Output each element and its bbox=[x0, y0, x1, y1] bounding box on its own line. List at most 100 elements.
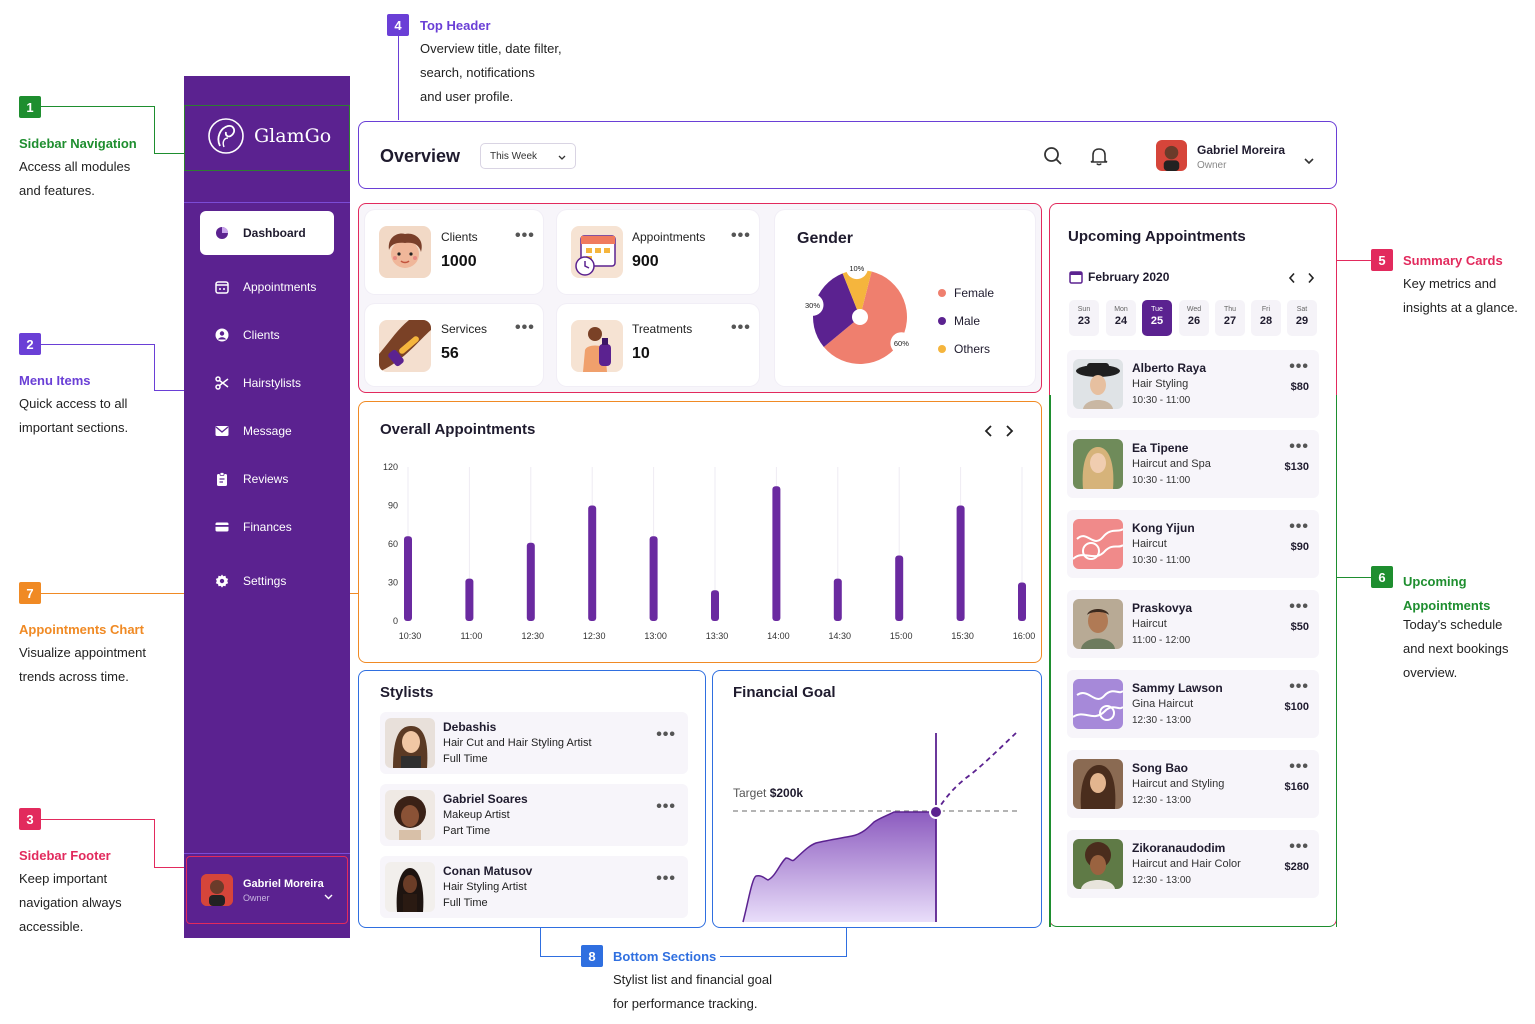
chevron-down-icon[interactable] bbox=[1304, 152, 1314, 170]
appointments-bar-chart: 120 90 60 30 010:30 11:00 12:30 12:30 13:00 13:30… bbox=[383, 462, 1035, 641]
calendar-day[interactable]: Sun 23 bbox=[1069, 300, 1099, 336]
stat-card-clients[interactable]: Clients 1000 ••• bbox=[365, 210, 543, 294]
sidebar-item-label: Appointments bbox=[243, 280, 317, 294]
more-options-icon[interactable]: ••• bbox=[731, 319, 751, 336]
bell-icon[interactable] bbox=[1090, 146, 1108, 171]
annotation-number-8: 8 bbox=[581, 945, 603, 967]
calendar-day[interactable]: Mon 24 bbox=[1106, 300, 1136, 336]
annotation-text: Key metrics and insights at a glance. bbox=[1403, 276, 1518, 315]
pie-label-bubble bbox=[801, 293, 824, 316]
sidebar-item-message[interactable]: Message bbox=[200, 409, 334, 453]
more-options-icon[interactable]: ••• bbox=[1289, 598, 1309, 615]
x-tick-label: 14:30 bbox=[829, 631, 852, 641]
sidebar-footer-profile[interactable]: Gabriel Moreira Owner bbox=[186, 856, 348, 924]
service-name: Hair Styling bbox=[1132, 378, 1189, 390]
appointment-card[interactable]: Sammy Lawson Gina Haircut 12:30 - 13:00 … bbox=[1067, 670, 1319, 738]
financial-goal-chart bbox=[733, 732, 1018, 923]
stat-card-services[interactable]: Services 56 ••• bbox=[365, 304, 543, 386]
sidebar-item-finances[interactable]: Finances bbox=[200, 505, 334, 549]
stat-card-appointments[interactable]: Appointments 900 ••• bbox=[557, 210, 759, 294]
bar bbox=[895, 555, 904, 621]
chevron-left-icon[interactable] bbox=[1288, 271, 1297, 289]
search-icon[interactable] bbox=[1043, 146, 1063, 171]
appointment-card[interactable]: Song Bao Haircut and Styling 12:30 - 13:… bbox=[1067, 750, 1319, 818]
footer-user-role: Owner bbox=[243, 892, 270, 903]
sidebar-item-label: Reviews bbox=[243, 472, 289, 486]
avatar[interactable] bbox=[1156, 140, 1187, 171]
date-filter-select[interactable]: This Week bbox=[480, 143, 576, 169]
pie-slice-label: 60% bbox=[894, 339, 909, 348]
appointments-illustration bbox=[571, 226, 623, 278]
calendar-icon bbox=[1069, 270, 1083, 289]
more-options-icon[interactable]: ••• bbox=[1289, 358, 1309, 375]
more-options-icon[interactable]: ••• bbox=[1289, 518, 1309, 535]
more-options-icon[interactable]: ••• bbox=[1289, 438, 1309, 455]
appointment-card[interactable]: Praskovya Haircut 11:00 - 12:00 ••• $50 bbox=[1067, 590, 1319, 658]
appointment-card[interactable]: Zikoranaudodim Haircut and Hair Color 12… bbox=[1067, 830, 1319, 898]
nav-highlight bbox=[184, 202, 350, 854]
service-name: Haircut and Spa bbox=[1132, 458, 1211, 470]
appointment-card[interactable]: Kong Yijun Haircut 10:30 - 11:00 ••• $90 bbox=[1067, 510, 1319, 578]
calendar-day[interactable]: Wed 26 bbox=[1179, 300, 1209, 336]
annotation-text: Quick access to all important sections. bbox=[19, 396, 129, 435]
upcoming-title: Upcoming Appointments bbox=[1068, 228, 1246, 245]
stylist-card[interactable]: Gabriel Soares Makeup Artist Part Time •… bbox=[380, 784, 688, 846]
stylist-card[interactable]: Conan Matusov Hair Styling Artist Full T… bbox=[380, 856, 688, 918]
x-tick-label: 10:30 bbox=[399, 631, 422, 641]
stylist-employment: Full Time bbox=[443, 753, 488, 765]
calendar-day[interactable]: Fri 28 bbox=[1251, 300, 1281, 336]
stat-value: 900 bbox=[632, 253, 659, 270]
annotation-number-6: 6 bbox=[1371, 566, 1393, 588]
calendar-day-selected[interactable]: Tue 25 bbox=[1142, 300, 1172, 336]
appointment-card[interactable]: Alberto Raya Hair Styling 10:30 - 11:00 … bbox=[1067, 350, 1319, 418]
sidebar-item-reviews[interactable]: Reviews bbox=[200, 457, 334, 501]
client-name: Sammy Lawson bbox=[1132, 681, 1223, 695]
sidebar-item-clients[interactable]: Clients bbox=[200, 313, 334, 357]
sidebar-item-hairstylists[interactable]: Hairstylists bbox=[200, 361, 334, 405]
annotation-text: Visualize appointment trends across time. bbox=[19, 645, 146, 684]
more-options-icon[interactable]: ••• bbox=[515, 227, 535, 244]
client-name: Zikoranaudodim bbox=[1132, 841, 1226, 855]
sidebar-item-label: Finances bbox=[243, 520, 292, 534]
avatar bbox=[201, 874, 233, 906]
service-name: Gina Haircut bbox=[1132, 698, 1194, 710]
more-options-icon[interactable]: ••• bbox=[731, 227, 751, 244]
annotation-title: Summary Cards bbox=[1403, 253, 1503, 268]
legend-item-male: Male bbox=[938, 307, 994, 335]
sidebar-item-settings[interactable]: Settings bbox=[200, 559, 334, 603]
bar bbox=[711, 590, 719, 621]
stat-card-treatments[interactable]: Treatments 10 ••• bbox=[557, 304, 759, 386]
client-photo bbox=[1073, 679, 1123, 729]
chevron-left-icon[interactable] bbox=[984, 424, 994, 443]
stylist-name: Conan Matusov bbox=[443, 864, 533, 878]
calendar-day[interactable]: Thu 27 bbox=[1215, 300, 1245, 336]
brand-mark-icon bbox=[208, 118, 244, 154]
sidebar-item-dashboard[interactable]: Dashboard bbox=[200, 211, 334, 255]
appointment-time: 11:00 - 12:00 bbox=[1132, 635, 1191, 646]
more-options-icon[interactable]: ••• bbox=[656, 870, 676, 887]
more-options-icon[interactable]: ••• bbox=[656, 726, 676, 743]
chevron-down-icon[interactable] bbox=[324, 887, 333, 905]
more-options-icon[interactable]: ••• bbox=[1289, 838, 1309, 855]
more-options-icon[interactable]: ••• bbox=[1289, 758, 1309, 775]
x-tick-label: 15:30 bbox=[951, 631, 974, 641]
x-tick-label: 12:30 bbox=[583, 631, 606, 641]
header-user-name[interactable]: Gabriel Moreira bbox=[1197, 143, 1286, 157]
chart-title: Overall Appointments bbox=[380, 421, 536, 438]
brand-logo[interactable]: GlamGo bbox=[206, 116, 331, 156]
more-options-icon[interactable]: ••• bbox=[1289, 678, 1309, 695]
annotation-title: Sidebar Footer bbox=[19, 848, 111, 863]
stylist-card[interactable]: Debashis Hair Cut and Hair Styling Artis… bbox=[380, 712, 688, 774]
chevron-right-icon[interactable] bbox=[1306, 271, 1315, 289]
financial-line bbox=[742, 811, 936, 923]
more-options-icon[interactable]: ••• bbox=[515, 319, 535, 336]
appointment-card[interactable]: Ea Tipene Haircut and Spa 10:30 - 11:00 … bbox=[1067, 430, 1319, 498]
client-photo bbox=[1073, 759, 1123, 809]
sidebar-item-appointments[interactable]: Appointments bbox=[200, 265, 334, 309]
client-photo bbox=[1073, 359, 1123, 409]
more-options-icon[interactable]: ••• bbox=[656, 798, 676, 815]
service-name: Haircut bbox=[1132, 618, 1167, 630]
chevron-right-icon[interactable] bbox=[1004, 424, 1014, 443]
appointment-price: $100 bbox=[1284, 701, 1309, 713]
calendar-day[interactable]: Sat 29 bbox=[1287, 300, 1317, 336]
